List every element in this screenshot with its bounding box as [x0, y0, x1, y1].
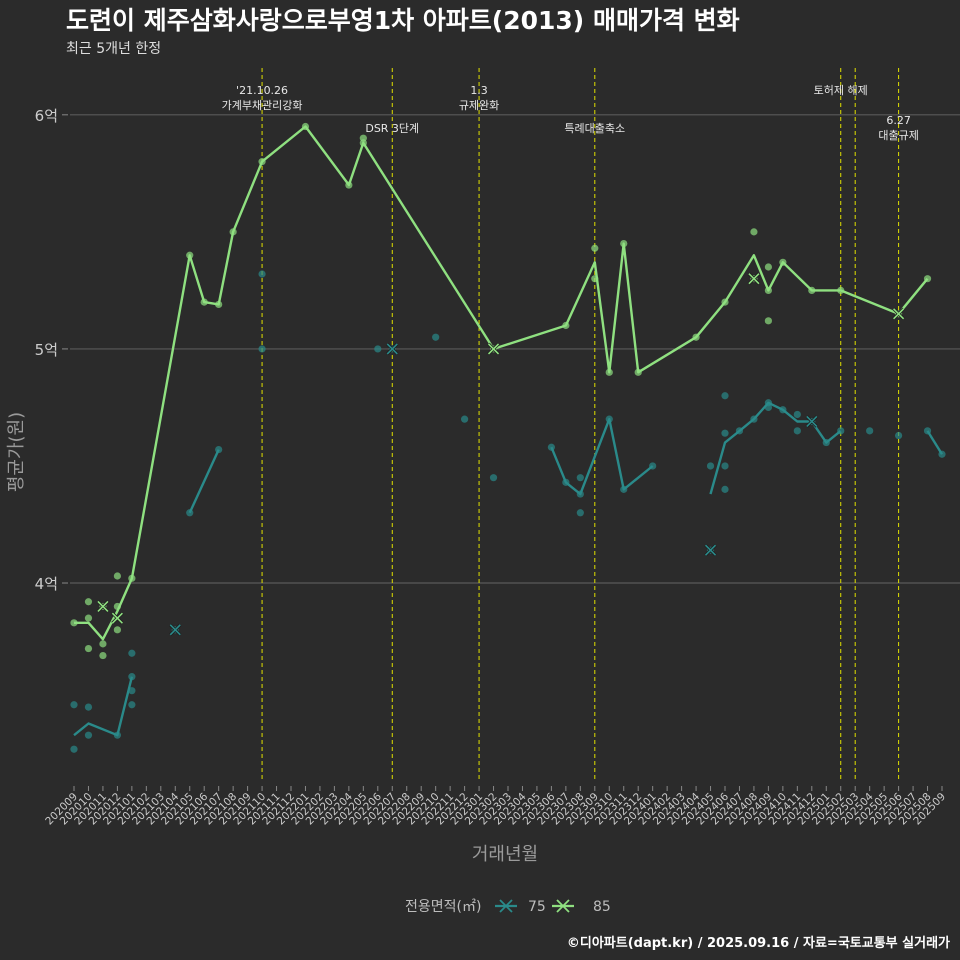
legend-label-85: 85 [593, 899, 611, 915]
avg-marker [704, 544, 717, 556]
chart-subtitle: 최근 5개년 한정 [66, 41, 161, 57]
data-point [866, 427, 874, 435]
data-point [721, 429, 729, 437]
event-label: 1.3 [470, 84, 488, 97]
legend-title: 전용면적(㎡) [405, 899, 481, 915]
data-point [706, 462, 715, 470]
series-line [709, 401, 842, 495]
avg-marker [386, 343, 398, 355]
data-point [793, 427, 801, 435]
data-point [576, 509, 584, 517]
legend-key-marker [499, 899, 513, 913]
legend-key-marker [556, 899, 570, 913]
series-line [926, 430, 944, 455]
y-tick-label: 4억 [35, 575, 58, 593]
series-85 [70, 122, 932, 660]
avg-marker [111, 612, 123, 624]
data-point [70, 745, 78, 753]
y-tick-label: 6억 [35, 107, 58, 125]
data-point [84, 644, 93, 653]
legend: 전용면적(㎡) 75 85 [405, 899, 611, 915]
avg-marker [806, 415, 818, 428]
data-point [84, 598, 93, 606]
event-label: DSR 3단계 [365, 122, 419, 135]
data-point [721, 392, 729, 400]
event-label: 특례대출축소 [564, 122, 625, 135]
data-point [359, 134, 367, 142]
data-point [258, 345, 266, 353]
data-point [721, 485, 729, 493]
data-point [591, 244, 599, 252]
data-point [128, 701, 136, 709]
series-line [188, 449, 220, 514]
data-point [113, 626, 121, 634]
data-point [721, 462, 729, 470]
avg-marker [893, 308, 905, 320]
data-point [793, 410, 801, 419]
data-point [764, 263, 773, 271]
data-point [84, 731, 93, 739]
data-point [84, 703, 93, 711]
event-label: 대출규제 [878, 129, 918, 142]
legend-label-75: 75 [528, 899, 546, 915]
avg-marker [97, 600, 109, 612]
x-axis-title: 거래년월 [472, 844, 538, 865]
avg-marker [169, 624, 181, 636]
avg-marker [487, 343, 500, 355]
data-point [764, 317, 773, 325]
data-point [128, 673, 136, 681]
data-point [99, 640, 107, 648]
y-axis-title: 평균가(원) [6, 412, 27, 492]
event-label: 토허제 해제 [814, 83, 868, 97]
series-line [550, 417, 654, 496]
data-point [750, 228, 758, 236]
data-point [489, 474, 498, 482]
event-label: 규제완화 [459, 99, 499, 112]
y-axis: 4억 5억 6억 [35, 107, 68, 593]
data-point [895, 431, 903, 440]
y-tick-label: 5억 [35, 341, 58, 359]
data-point [70, 701, 78, 709]
grid-lines [70, 114, 960, 584]
series-line [73, 676, 134, 737]
event-label: '21.10.26 [236, 84, 288, 97]
avg-marker [748, 273, 760, 285]
data-point [576, 474, 584, 482]
source-caption: ©디아파트(dapt.kr) / 2025.09.16 / 자료=국토교통부 실… [567, 935, 950, 951]
data-point [374, 345, 382, 353]
data-point [258, 270, 266, 278]
event-label: 6.27 [886, 114, 911, 127]
series-75 [70, 270, 946, 753]
data-point [128, 649, 136, 657]
data-point [432, 333, 440, 341]
chart-title: 도련이 제주삼화사랑으로부영1차 아파트(2013) 매매가격 변화 [66, 6, 740, 35]
data-point [84, 614, 93, 622]
data-point [461, 415, 469, 423]
series-line [74, 125, 929, 641]
data-point [113, 572, 121, 580]
data-point [99, 651, 107, 660]
series-layer [70, 122, 946, 753]
event-label: 가계부채관리강화 [222, 99, 303, 112]
